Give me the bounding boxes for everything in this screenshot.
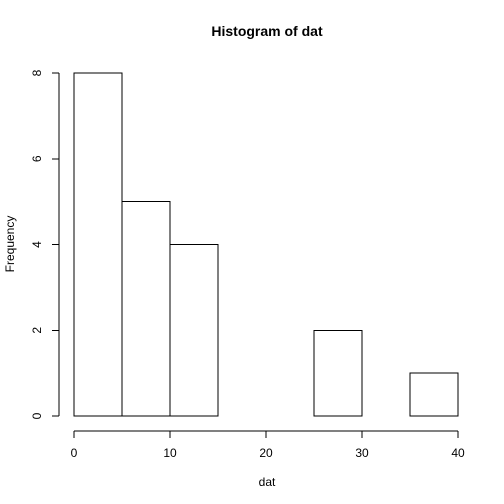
x-tick-label-10: 10 bbox=[163, 446, 177, 460]
x-tick-label-20: 20 bbox=[259, 446, 273, 460]
x-tick-label-0: 0 bbox=[71, 446, 78, 460]
y-axis-label: Frequency bbox=[3, 216, 17, 273]
y-axis: 0 2 4 6 8 bbox=[30, 69, 60, 419]
x-tick-label-40: 40 bbox=[451, 446, 465, 460]
chart-title: Histogram of dat bbox=[211, 23, 323, 39]
x-tick-label-30: 30 bbox=[355, 446, 369, 460]
y-tick-label-8: 8 bbox=[30, 69, 44, 76]
x-axis: 0 10 20 30 40 bbox=[71, 430, 465, 460]
histogram-bar-25-30 bbox=[313, 329, 363, 417]
y-tick-label-0: 0 bbox=[30, 412, 44, 419]
histogram-bar-35-40 bbox=[409, 372, 459, 417]
x-axis-label: dat bbox=[259, 475, 276, 489]
y-tick-label-4: 4 bbox=[30, 241, 44, 248]
bars-group bbox=[73, 72, 459, 417]
y-tick-label-6: 6 bbox=[30, 155, 44, 162]
histogram-bar-0-5 bbox=[73, 72, 123, 417]
histogram-bar-10-15 bbox=[169, 244, 219, 417]
histogram-bar-5-10 bbox=[121, 201, 171, 417]
y-tick-label-2: 2 bbox=[30, 327, 44, 334]
